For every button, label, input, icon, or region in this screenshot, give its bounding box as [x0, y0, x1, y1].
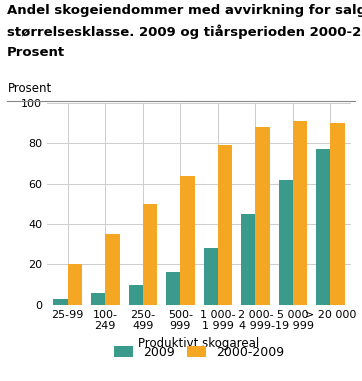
Bar [68, 264, 82, 305]
Bar [143, 204, 157, 305]
Text: Prosent: Prosent [7, 46, 66, 59]
X-axis label: Produktivt skogareal: Produktivt skogareal [139, 337, 260, 350]
Bar [166, 272, 180, 305]
Text: størrelsesklasse. 2009 og tiårsperioden 2000-2009.: størrelsesklasse. 2009 og tiårsperioden … [7, 25, 362, 39]
Bar [218, 145, 232, 305]
Bar [203, 248, 218, 305]
Text: Prosent: Prosent [8, 82, 52, 95]
Bar [180, 176, 195, 305]
Bar [331, 123, 345, 305]
Bar [316, 149, 331, 305]
Text: Andel skogeiendommer med avvirkning for salg, etter: Andel skogeiendommer med avvirkning for … [7, 4, 362, 17]
Bar [105, 234, 119, 305]
Bar [91, 293, 105, 305]
Bar [293, 121, 307, 305]
Bar [279, 179, 293, 305]
Bar [241, 214, 256, 305]
Bar [256, 127, 270, 305]
Bar [54, 299, 68, 305]
Legend: 2009, 2000-2009: 2009, 2000-2009 [114, 346, 284, 359]
Bar [129, 285, 143, 305]
